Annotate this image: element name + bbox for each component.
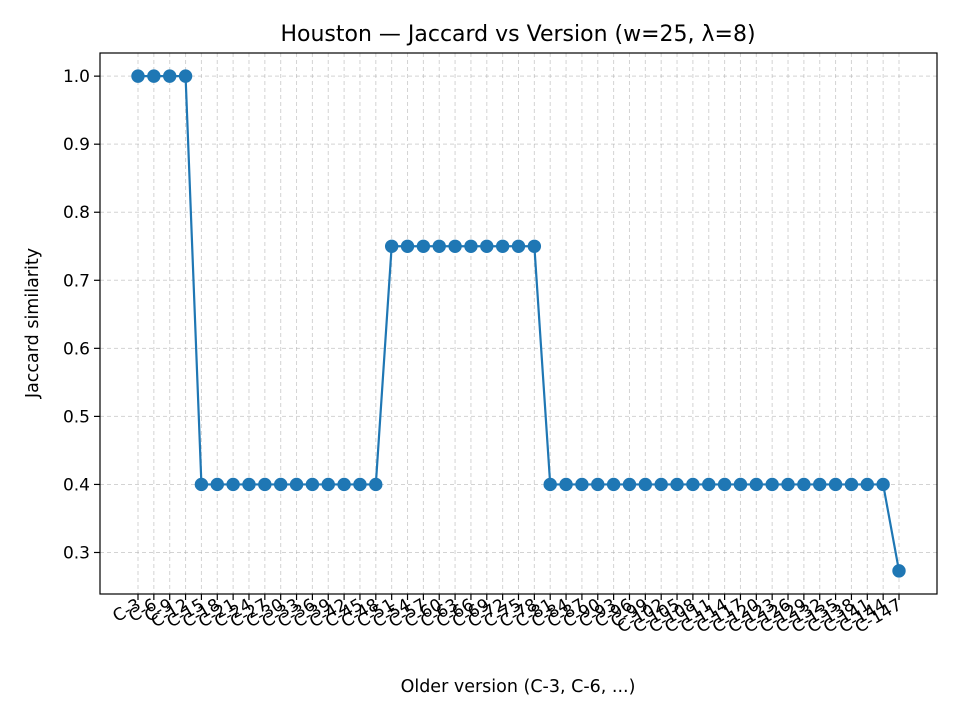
y-tick-label: 1.0: [63, 67, 90, 87]
data-point: [369, 477, 383, 492]
data-point: [654, 477, 668, 492]
data-point: [638, 477, 653, 492]
data-point: [147, 69, 161, 83]
y-axis-label: Jaccard similarity: [23, 248, 43, 399]
axes: [94, 52, 938, 600]
data-point: [622, 477, 637, 492]
data-point: [749, 477, 764, 492]
chart-title: Houston — Jaccard vs Version (w=25, λ=8): [280, 22, 755, 47]
data-point: [273, 477, 288, 492]
data-point: [178, 69, 193, 83]
data-point: [194, 477, 209, 492]
data-point: [686, 477, 700, 492]
data-point: [289, 477, 304, 492]
y-tick-label: 0.8: [63, 203, 90, 223]
data-point: [242, 477, 256, 492]
data-point: [527, 239, 542, 253]
y-tick-label: 0.7: [63, 271, 90, 291]
y-tick-label: 0.4: [63, 475, 90, 495]
data-point: [892, 564, 906, 578]
data-point: [131, 69, 145, 83]
data-point: [575, 477, 589, 492]
data-point: [876, 477, 890, 492]
x-axis-label: Older version (C-3, C-6, ...): [401, 677, 636, 697]
data-point: [559, 477, 573, 492]
plot-frame: [99, 52, 938, 595]
data-points: [131, 69, 906, 578]
data-point: [321, 477, 335, 492]
grid-lines: [100, 53, 937, 594]
y-tick-label: 0.9: [63, 135, 90, 155]
data-point: [210, 477, 224, 492]
data-point: [733, 477, 748, 492]
data-point: [353, 477, 367, 492]
tick-labels: 0.30.40.50.60.70.80.91.0C-3C-6C-9C-12C-1…: [63, 67, 906, 637]
data-point: [797, 477, 811, 492]
data-point: [606, 477, 621, 492]
data-point: [670, 477, 684, 492]
data-point: [511, 239, 526, 253]
data-point: [400, 239, 415, 253]
data-point: [828, 477, 843, 492]
data-point: [765, 477, 779, 492]
data-point: [591, 477, 605, 492]
data-point: [258, 477, 272, 492]
data-point: [464, 239, 478, 253]
data-point: [702, 477, 716, 492]
data-point: [163, 69, 177, 83]
data-point: [305, 477, 320, 492]
data-point: [384, 239, 399, 253]
data-point: [781, 477, 795, 492]
data-point: [448, 239, 462, 253]
data-point: [226, 477, 240, 492]
data-point: [844, 477, 859, 492]
data-point: [813, 477, 827, 492]
y-tick-label: 0.5: [63, 407, 90, 427]
data-point: [337, 477, 351, 492]
data-point: [416, 239, 431, 253]
y-tick-label: 0.6: [63, 339, 90, 359]
data-point: [717, 477, 732, 492]
data-point: [495, 239, 510, 253]
data-point: [860, 477, 874, 492]
data-point: [543, 477, 557, 492]
data-point: [432, 239, 446, 253]
y-tick-label: 0.3: [63, 543, 90, 563]
data-point: [480, 239, 494, 253]
